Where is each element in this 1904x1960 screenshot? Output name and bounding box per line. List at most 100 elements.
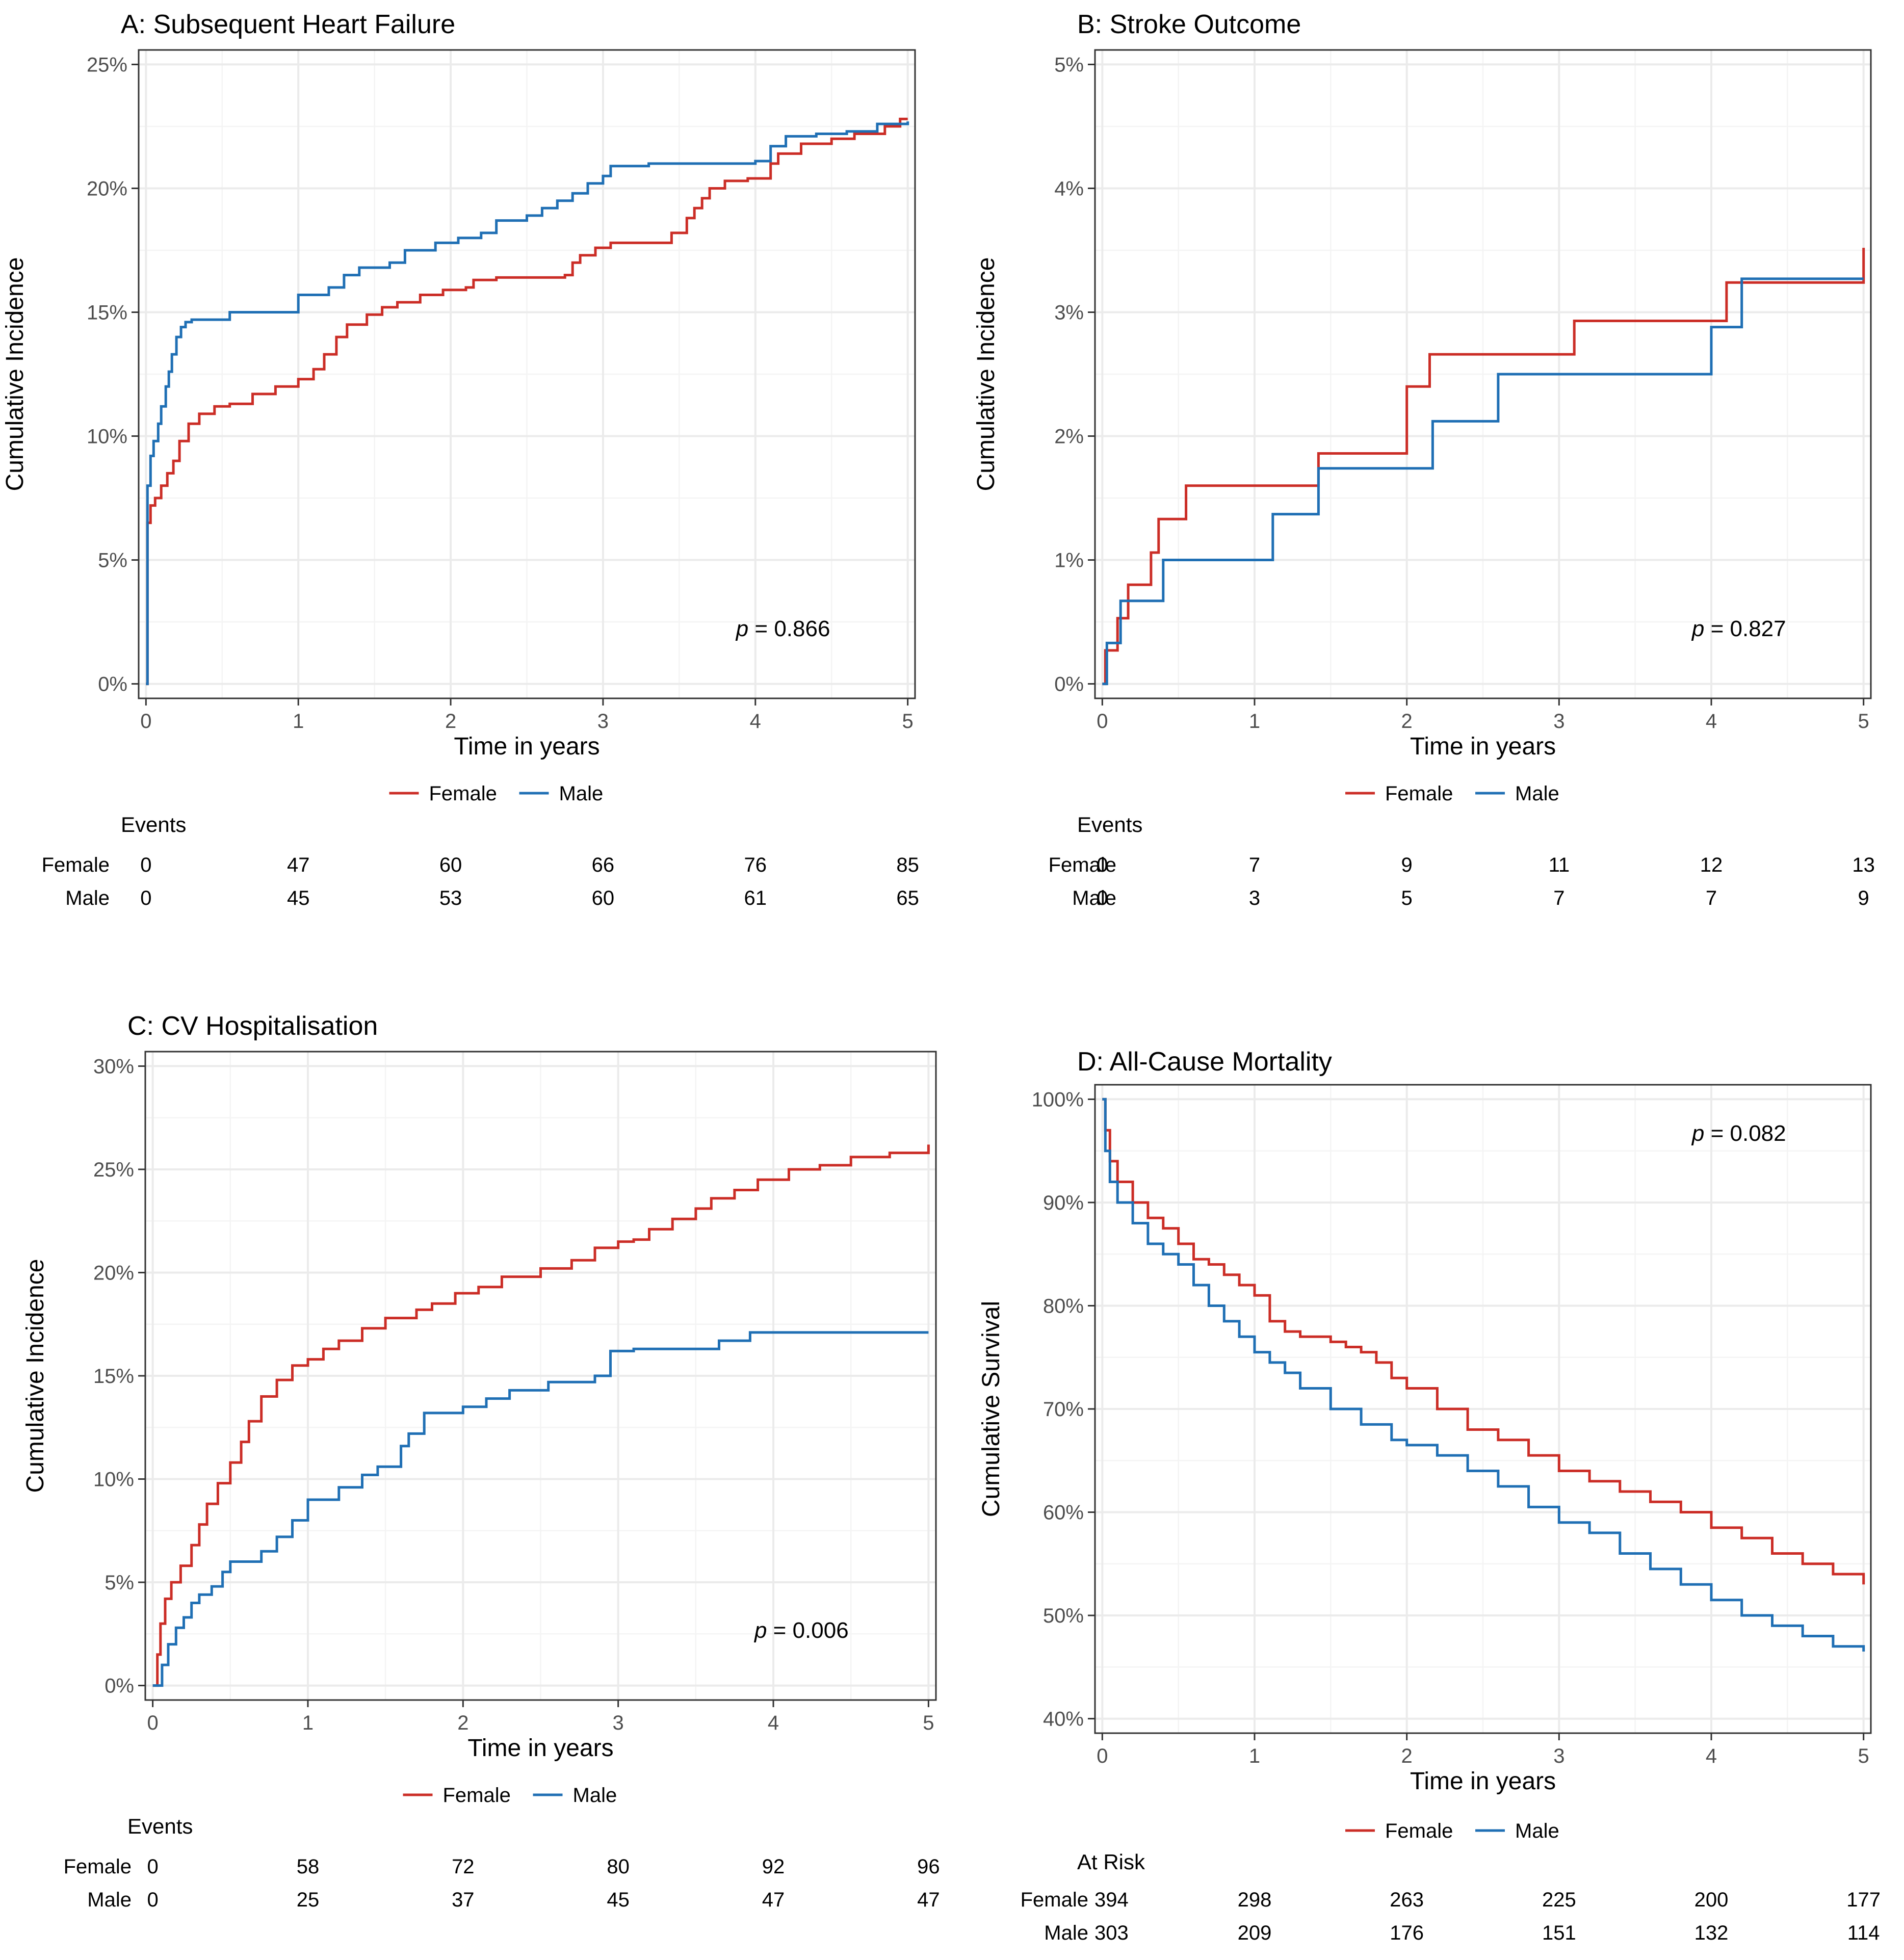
table-cell: 7 [1249,854,1260,876]
table-cell: 132 [1694,1922,1729,1944]
series-line-female [1102,1097,1865,1585]
y-axis-label: Cumulative Incidence [22,1259,49,1493]
x-axis-label: Time in years [454,733,599,760]
y-axis-label: Cumulative Survival [978,1301,1005,1517]
table-cell: 76 [744,854,767,876]
p-value: = 0.082 [1704,1121,1786,1146]
x-tick-label: 2 [1401,1745,1413,1767]
y-tick-label: 10% [87,426,127,448]
y-tick-label: 70% [1043,1398,1084,1421]
table-cell: 12 [1700,854,1723,876]
x-tick-label: 4 [1706,710,1717,733]
y-tick-label: 60% [1043,1502,1084,1524]
series-line-female [1102,248,1865,686]
legend-label-male: Male [573,1784,617,1807]
legend-label-female: Female [1385,1820,1453,1842]
table-cell: 72 [452,1856,475,1878]
table-row-label: Female [64,1856,132,1878]
table-cell: 61 [744,887,767,909]
table-cell: 9 [1858,887,1869,909]
table-cell: 13 [1852,854,1875,876]
table-title: Events [1077,813,1142,837]
panel-border [138,49,916,699]
table-title: At Risk [1077,1850,1145,1874]
x-tick-label: 5 [923,1712,934,1734]
table-row-label: Male [1072,887,1116,909]
series-line-male [146,121,909,686]
table-cell: 3 [1249,887,1260,909]
table-row-label: Female [1049,854,1116,876]
chart-title: D: All-Cause Mortality [1077,1047,1332,1077]
table-cell: 176 [1390,1922,1424,1944]
table-title: Events [121,813,186,837]
chart-title: B: Stroke Outcome [1077,10,1301,39]
p-value-annotation: p = 0.866 [735,616,830,641]
panel-C: 0 1 2 3 4 50%5%10%15%20%25%30%C: CV Hospitali… [22,1011,940,1911]
x-tick-label: 5 [1858,710,1869,733]
x-tick-label: 3 [613,1712,624,1734]
legend: Female Male [403,1784,617,1807]
table-cell: 0 [147,1889,158,1911]
y-tick-label: 20% [87,177,127,200]
table-cell: 151 [1542,1922,1576,1944]
x-tick-label: 4 [768,1712,779,1734]
x-tick-label: 4 [1706,1745,1717,1767]
table-row-label: Male [1044,1922,1088,1944]
x-axis-label: Time in years [467,1735,613,1762]
series-line-male [1102,1097,1865,1652]
chart-title: A: Subsequent Heart Failure [121,10,455,39]
panel-border [1094,49,1872,699]
table-cell: 37 [452,1889,475,1911]
y-tick-label: 5% [98,550,127,572]
legend: Female Male [1345,782,1559,805]
y-tick-label: 25% [93,1159,134,1181]
y-tick-label: 5% [105,1572,134,1594]
table-cell: 65 [896,887,919,909]
legend-label-female: Female [1385,782,1453,805]
y-tick-label: 15% [93,1365,134,1388]
legend-label-female: Female [443,1784,511,1807]
table-cell: 60 [439,854,462,876]
y-tick-label: 0% [1054,673,1084,696]
y-tick-label: 0% [98,673,127,696]
panel-B: 0 1 2 3 4 50%1%2%3%4%5%B: Stroke OutcomeTime … [973,10,1875,909]
y-tick-label: 5% [1054,54,1084,76]
table-cell: 225 [1542,1889,1576,1911]
p-symbol: p [1691,616,1704,641]
table-cell: 209 [1238,1922,1272,1944]
y-tick-label: 3% [1054,301,1084,324]
table-cell: 92 [762,1856,785,1878]
events-table: At Risk Female 394 298 263 225 200 177 Male 303 20… [1021,1850,1881,1944]
p-value: = 0.006 [767,1618,848,1643]
p-symbol: p [1691,1121,1704,1146]
y-tick-label: 100% [1032,1088,1084,1111]
x-tick-label: 3 [1553,1745,1564,1767]
x-tick-label: 2 [1401,710,1413,733]
x-tick-label: 3 [597,710,609,733]
table-cell: 11 [1549,854,1570,876]
p-value-annotation: p = 0.827 [1691,616,1786,641]
x-axis-label: Time in years [1410,1768,1556,1795]
p-value-annotation: p = 0.006 [753,1618,849,1643]
p-value: = 0.866 [748,616,830,641]
y-tick-label: 90% [1043,1192,1084,1214]
table-cell: 394 [1094,1889,1129,1911]
table-cell: 7 [1553,887,1564,909]
x-tick-label: 3 [1553,710,1564,733]
events-table: Events Female 0 58 72 80 92 96 Male 0 25 37 45 47 47 [64,1814,940,1911]
x-tick-label: 1 [293,710,304,733]
table-cell: 47 [287,854,310,876]
events-table: Events Female 0 47 60 66 76 85 Male 0 45 53 60 61 65 [42,813,919,909]
x-tick-label: 2 [445,710,456,733]
table-row-label: Female [42,854,110,876]
table-cell: 58 [297,1856,320,1878]
legend-label-male: Male [1515,1820,1559,1842]
y-tick-label: 10% [93,1469,134,1491]
table-cell: 60 [592,887,615,909]
y-tick-label: 2% [1054,426,1084,448]
table-cell: 45 [287,887,310,909]
panel-D: 0 1 2 3 4 5 40% 50% 60% 70% 80% 90% 100% D: All-Cause… [978,1047,1881,1944]
x-tick-label: 2 [457,1712,468,1734]
table-row-label: Male [87,1889,132,1911]
